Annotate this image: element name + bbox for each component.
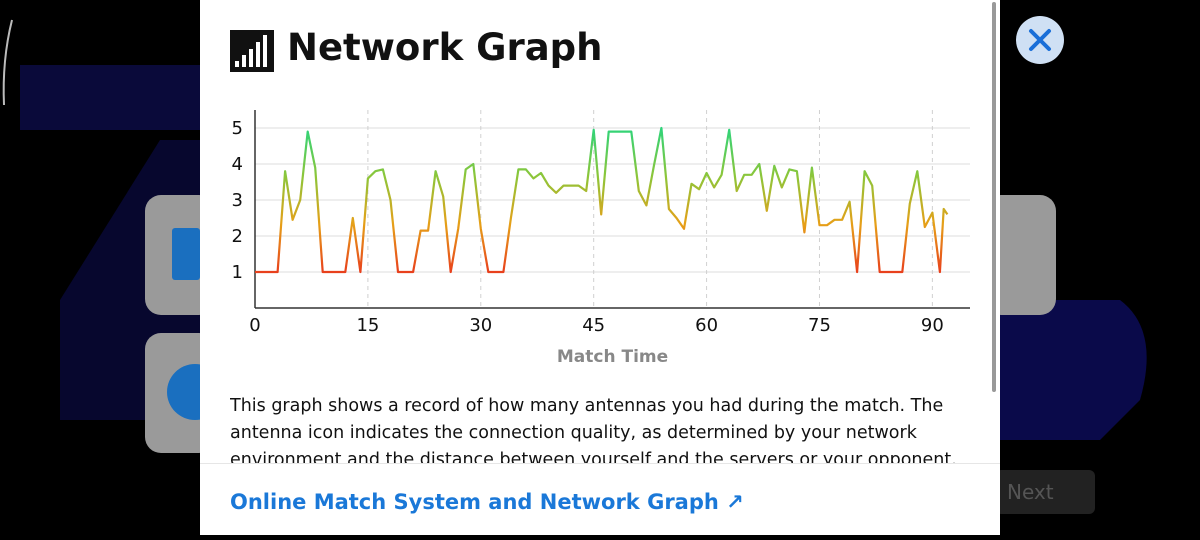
y-tick-label: 5 [232,118,243,139]
footer: Online Match System and Network Graph ↗ [200,463,1000,535]
close-button[interactable] [1016,16,1064,64]
bg-icon [172,228,200,280]
close-icon[interactable] [1029,29,1051,51]
scrollbar[interactable] [992,2,996,392]
icon-bar [249,49,253,67]
x-axis-label: Match Time [557,347,668,367]
bg-card [985,195,1056,315]
bg-arc [2,19,13,106]
network-line [255,126,949,274]
x-tick-label: 60 [695,315,718,336]
y-tick-label: 1 [232,262,243,283]
description: This graph shows a record of how many an… [230,396,957,463]
title: Network Graph [287,26,603,69]
next-button[interactable]: Next [995,470,1095,514]
y-tick-label: 3 [232,190,243,211]
antenna-icon [230,30,274,72]
x-tick-label: 90 [921,315,944,336]
x-tick-label: 30 [469,315,492,336]
x-tick-label: 75 [808,315,831,336]
icon-bar [263,35,267,67]
icon-bar [235,61,239,67]
bg-shape [1000,300,1147,440]
x-tick-label: 15 [356,315,379,336]
x-tick-label: 45 [582,315,605,336]
icon-bar [256,42,260,67]
link[interactable]: Online Match System and Network Graph ↗ [230,490,744,514]
y-tick-label: 2 [232,226,243,247]
modal: Network Graph 1 2 3 4 5 0 15 30 45 60 75 90 Match Ti… [200,0,1000,535]
x-tick-label: 0 [249,315,260,336]
icon-bar [242,55,246,67]
y-tick-label: 4 [232,154,243,175]
bg-shape [20,65,200,130]
